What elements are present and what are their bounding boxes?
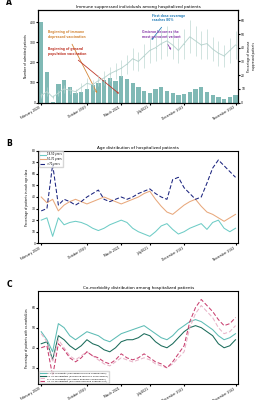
Bar bbox=[165, 91, 169, 102]
Text: Beginning of immune
depressed vaccination: Beginning of immune depressed vaccinatio… bbox=[48, 30, 97, 92]
Bar bbox=[222, 99, 226, 102]
Title: Immune suppressed individuals among hospitalized patients: Immune suppressed individuals among hosp… bbox=[76, 5, 201, 9]
Bar bbox=[90, 86, 95, 102]
Bar bbox=[182, 94, 186, 102]
Bar bbox=[85, 90, 89, 102]
Bar bbox=[210, 95, 215, 102]
Bar bbox=[130, 84, 135, 102]
Bar bbox=[45, 72, 49, 102]
Legend: 18-50 years, 50-70 years, >70 years: 18-50 years, 50-70 years, >70 years bbox=[39, 152, 63, 167]
Text: A: A bbox=[6, 0, 12, 7]
Bar bbox=[176, 95, 181, 102]
Bar bbox=[79, 92, 83, 102]
Text: C: C bbox=[6, 280, 12, 289]
Bar bbox=[205, 92, 209, 102]
Text: First dose coverage
reaches 80%: First dose coverage reaches 80% bbox=[152, 14, 185, 39]
Bar bbox=[199, 88, 203, 102]
Text: B: B bbox=[6, 139, 12, 148]
Bar bbox=[56, 84, 61, 102]
Text: Beginning of general
population vaccination: Beginning of general population vaccinat… bbox=[48, 47, 118, 93]
Bar bbox=[62, 80, 66, 102]
Bar bbox=[96, 84, 101, 102]
Legend: 0-1 co-morbidity (excluding immune suppression), >1 co-morbidities (excluding im: 0-1 co-morbidity (excluding immune suppr… bbox=[39, 371, 109, 383]
Title: Age distribution of hospitalized patients: Age distribution of hospitalized patient… bbox=[98, 146, 179, 150]
Bar bbox=[108, 78, 112, 102]
Bar bbox=[73, 92, 78, 102]
Bar bbox=[153, 90, 158, 102]
Bar bbox=[119, 76, 123, 102]
Title: Co-morbidity distribution among hospitalized patients: Co-morbidity distribution among hospital… bbox=[83, 286, 194, 290]
Y-axis label: Percentage of immune
suppressed patients: Percentage of immune suppressed patients bbox=[247, 40, 256, 72]
Bar bbox=[142, 91, 146, 102]
Bar bbox=[136, 88, 141, 102]
Bar bbox=[39, 22, 43, 102]
Bar bbox=[159, 88, 163, 102]
Bar bbox=[68, 88, 72, 102]
Bar bbox=[233, 95, 238, 102]
Bar bbox=[148, 93, 152, 102]
Bar bbox=[228, 97, 232, 102]
Bar bbox=[102, 80, 106, 102]
Bar bbox=[170, 93, 175, 102]
Bar bbox=[193, 90, 198, 102]
Bar bbox=[188, 92, 192, 102]
Y-axis label: Percentage of patients with co-morbidities: Percentage of patients with co-morbiditi… bbox=[25, 308, 30, 368]
Y-axis label: Percentage of patients in each age class: Percentage of patients in each age class bbox=[25, 168, 30, 226]
Text: Omicron becomes the
most prevalent variant: Omicron becomes the most prevalent varia… bbox=[142, 30, 181, 49]
Bar bbox=[113, 82, 118, 102]
Y-axis label: Number of admitted patients: Number of admitted patients bbox=[24, 34, 28, 78]
Bar bbox=[125, 80, 129, 102]
Bar bbox=[216, 97, 221, 102]
